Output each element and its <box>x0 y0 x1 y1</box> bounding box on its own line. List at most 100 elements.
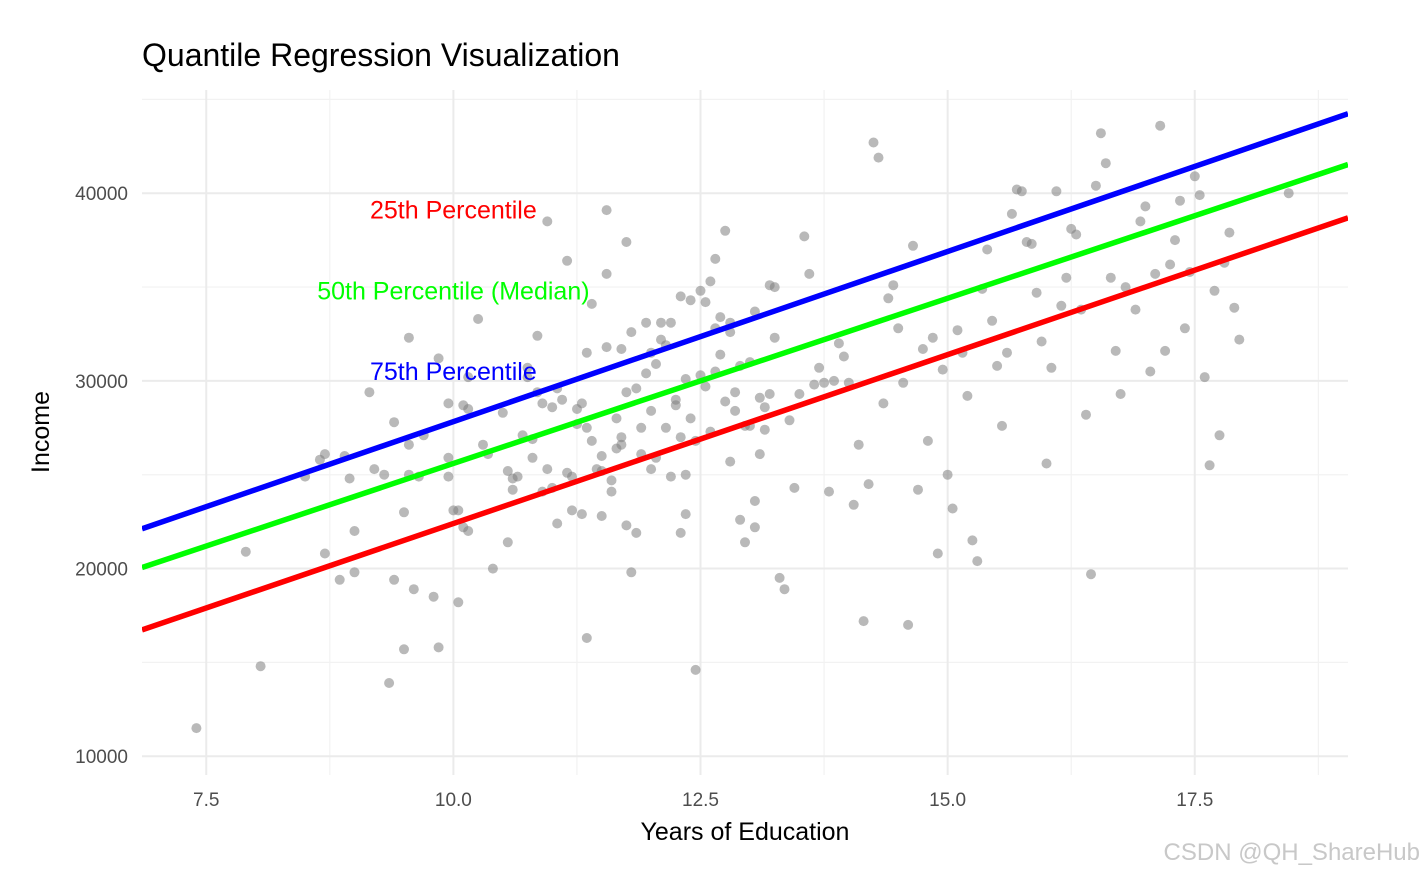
scatter-point <box>547 402 558 413</box>
scatter-point <box>1194 190 1205 201</box>
scatter-point <box>497 407 508 418</box>
scatter-point <box>675 291 686 302</box>
scatter-point <box>656 317 666 328</box>
scatter-point <box>809 379 820 390</box>
scatter-point <box>601 342 612 353</box>
scatter-point <box>1130 304 1141 315</box>
scatter-point <box>1189 171 1200 182</box>
scatter-point <box>1115 389 1126 399</box>
scatter-point <box>319 449 330 460</box>
scatter-point <box>576 509 587 520</box>
scatter-point <box>403 332 414 343</box>
scatter-point <box>749 306 760 317</box>
annotations: 25th Percentile 50th Percentile (Median) 7… <box>317 197 589 386</box>
scatter-point <box>1160 345 1171 356</box>
scatter-point <box>764 389 775 399</box>
scatter-point <box>789 482 800 493</box>
scatter-point <box>349 526 360 536</box>
y-axis-title: Income <box>27 391 55 473</box>
scatter-point <box>838 351 849 362</box>
scatter-point <box>888 280 899 291</box>
scatter-point <box>873 152 884 163</box>
scatter-point <box>606 486 617 497</box>
scatter-point <box>1135 216 1146 227</box>
scatter-point <box>463 372 474 383</box>
scatter-point <box>542 464 553 475</box>
scatter-point <box>754 449 765 460</box>
scatter-point <box>1086 569 1096 580</box>
scatter-point <box>1026 238 1037 249</box>
scatter-point <box>720 396 731 407</box>
scatter-point <box>601 268 612 279</box>
scatter-point <box>507 484 518 495</box>
scatter-point <box>319 548 330 559</box>
scatter-point <box>621 520 632 531</box>
quantile-line-25th <box>142 215 1348 633</box>
scatter-point <box>952 325 963 336</box>
scatter-point <box>399 507 409 518</box>
scatter-point <box>626 567 637 578</box>
scatter-point <box>670 400 681 411</box>
scatter-point <box>680 509 691 520</box>
scatter-point <box>987 315 998 326</box>
scatter-point <box>1155 120 1166 131</box>
scatter-point <box>730 405 741 416</box>
scatter-point <box>562 467 573 478</box>
scatter-point <box>730 387 741 398</box>
x-tick-label: 17.5 <box>1176 790 1213 811</box>
x-axis-title: Years of Education <box>641 818 850 846</box>
scatter-point <box>922 435 933 446</box>
scatter-point <box>542 216 553 227</box>
scatter-point <box>1016 186 1027 197</box>
scatter-point <box>364 387 375 398</box>
scatter-point <box>700 381 711 392</box>
scatter-point <box>621 237 632 247</box>
scatter-point <box>794 389 805 399</box>
scatter-point <box>1175 195 1185 206</box>
scatter-point <box>641 317 652 328</box>
scatter-point <box>1199 372 1210 383</box>
y-axis-ticks: 10000 20000 30000 40000 <box>75 184 128 768</box>
scatter-point <box>433 642 444 653</box>
scatter-point <box>1031 287 1042 298</box>
scatter-point <box>893 323 904 334</box>
grid <box>142 90 1348 775</box>
scatter-point <box>665 471 676 482</box>
scatter-point <box>754 392 765 403</box>
scatter-point <box>532 330 543 341</box>
scatter-point <box>720 225 731 236</box>
scatter-point <box>700 297 711 308</box>
scatter-point <box>784 415 795 426</box>
scatter-point <box>487 563 498 574</box>
scatter-point <box>389 417 400 428</box>
scatter-point <box>552 518 563 529</box>
scatter-point <box>379 469 390 480</box>
scatter-point <box>740 537 750 548</box>
chart-title: Quantile Regression Visualization <box>142 37 620 73</box>
scatter-point <box>992 360 1003 371</box>
scatter-point <box>240 546 251 557</box>
scatter-point <box>1204 460 1215 471</box>
scatter-point <box>982 244 993 255</box>
scatter-point <box>779 584 790 595</box>
x-axis-ticks: 7.5 10.0 12.5 15.0 17.5 <box>193 790 1213 811</box>
scatter-point <box>601 205 612 216</box>
quantile-lines <box>142 111 1348 633</box>
scatter-point <box>1150 268 1161 279</box>
scatter-point <box>463 526 474 536</box>
scatter-point <box>403 439 414 450</box>
scatter-point <box>463 404 474 414</box>
annotation-label: 25th Percentile <box>370 197 537 225</box>
scatter-point <box>1036 336 1047 347</box>
scatter-point <box>883 293 894 304</box>
scatter-point <box>1214 430 1225 441</box>
scatter-point <box>685 295 696 306</box>
scatter-point <box>616 344 627 354</box>
scatter-point <box>804 268 815 279</box>
scatter-point <box>616 432 627 443</box>
scatter-point <box>1110 345 1121 356</box>
scatter-point <box>695 285 706 296</box>
scatter-point <box>735 514 746 525</box>
scatter-point <box>685 413 696 424</box>
